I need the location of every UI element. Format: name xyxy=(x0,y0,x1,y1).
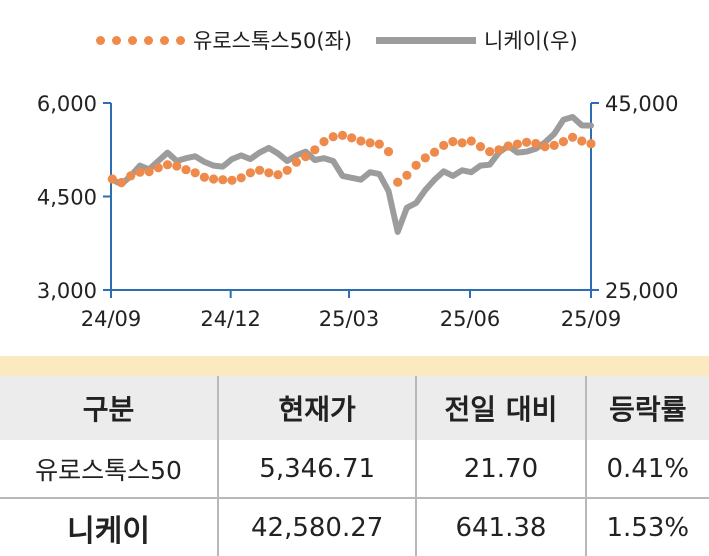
series-eurostoxx-point xyxy=(218,175,228,185)
header-price: 현재가 xyxy=(217,356,417,440)
series-eurostoxx-point xyxy=(328,132,338,142)
series-eurostoxx-point xyxy=(512,139,523,149)
series-eurostoxx-point xyxy=(245,168,255,178)
series-eurostoxx-point xyxy=(116,177,127,188)
series-eurostoxx-point xyxy=(273,170,283,180)
series-eurostoxx-point xyxy=(393,177,403,187)
series-eurostoxx-point xyxy=(374,139,384,149)
quote-table: 구분 현재가 전일 대비 등락률 유로스톡스50 5,346.71 21.70 … xyxy=(0,356,709,556)
series-eurostoxx-point xyxy=(347,133,357,143)
table-header-row: 구분 현재가 전일 대비 등락률 xyxy=(0,356,709,440)
series-eurostoxx-point xyxy=(457,138,467,148)
series-eurostoxx-point xyxy=(209,174,219,184)
row-name: 유로스톡스50 xyxy=(0,440,219,499)
legend-eurostoxx-label: 유로스톡스50(좌) xyxy=(193,29,353,53)
series-eurostoxx-point xyxy=(411,160,421,170)
series-eurostoxx-point xyxy=(531,138,541,149)
solid-line-swatch xyxy=(376,36,477,44)
series-eurostoxx-point xyxy=(255,165,265,175)
series-eurostoxx-point xyxy=(577,136,587,146)
series-eurostoxx-point xyxy=(236,173,246,183)
x-tick-label: 24/09 xyxy=(81,307,142,331)
series-eurostoxx-point xyxy=(319,137,329,147)
header-change-rate: 등락률 xyxy=(584,356,709,440)
legend-nikkei: 니케이(우) xyxy=(376,25,578,55)
header-category: 구분 xyxy=(0,356,219,440)
index-chart: 3,000 4,500 6,000 25,000 45,000 24/09 24/12 25/… xyxy=(37,92,679,331)
series-eurostoxx-point xyxy=(383,147,394,157)
chart-legend: 유로스톡스50(좌) 니케이(우) xyxy=(96,24,578,56)
series-eurostoxx-point xyxy=(153,163,163,173)
dotted-line-swatch xyxy=(96,35,185,45)
series-eurostoxx-point xyxy=(568,132,578,142)
series-eurostoxx-point xyxy=(522,137,532,147)
series-eurostoxx-point xyxy=(107,174,117,184)
table-row: 니케이 42,580.27 641.38 1.53% xyxy=(0,498,709,556)
series-eurostoxx-point xyxy=(429,147,440,157)
header-change: 전일 대비 xyxy=(415,356,586,440)
series-eurostoxx-point xyxy=(448,137,458,147)
series-eurostoxx-point xyxy=(485,147,495,157)
series-eurostoxx-point xyxy=(503,141,513,151)
row-price: 42,580.27 xyxy=(217,498,417,556)
row-change-rate: 1.53% xyxy=(584,498,709,556)
row-change-rate: 0.41% xyxy=(584,440,709,499)
series-eurostoxx-point xyxy=(356,136,366,146)
x-tick-label: 25/09 xyxy=(561,307,622,331)
legend-nikkei-label: 니케이(우) xyxy=(484,29,578,53)
series-eurostoxx-point xyxy=(144,167,154,177)
series-eurostoxx-point xyxy=(199,172,209,182)
series-eurostoxx-point xyxy=(172,161,182,171)
x-tick-label: 25/03 xyxy=(319,307,380,331)
series-eurostoxx-point xyxy=(540,142,550,152)
series-eurostoxx-point xyxy=(291,157,301,167)
series-eurostoxx-point xyxy=(402,170,412,180)
legend-eurostoxx: 유로스톡스50(좌) xyxy=(96,25,352,55)
table-row: 유로스톡스50 5,346.71 21.70 0.41% xyxy=(0,440,709,499)
series-eurostoxx-point xyxy=(365,138,375,148)
series-eurostoxx-point xyxy=(549,140,559,150)
series-eurostoxx-point xyxy=(439,140,449,150)
row-change: 21.70 xyxy=(415,440,586,499)
series-eurostoxx-point xyxy=(586,139,596,149)
y-left-tick-label: 4,500 xyxy=(37,186,97,210)
series-eurostoxx-point xyxy=(475,142,486,152)
series-eurostoxx-point xyxy=(301,152,311,162)
y-left-tick-label: 3,000 xyxy=(37,279,97,303)
series-eurostoxx-point xyxy=(126,171,136,181)
series-eurostoxx-point xyxy=(337,130,348,140)
series-eurostoxx-point xyxy=(135,167,145,177)
row-name: 니케이 xyxy=(67,513,150,549)
series-eurostoxx-point xyxy=(420,153,430,163)
y-right-tick-label: 45,000 xyxy=(605,92,678,116)
series-eurostoxx-point xyxy=(181,165,191,175)
series-eurostoxx-point xyxy=(466,136,476,146)
row-change: 641.38 xyxy=(415,498,586,556)
x-tick-label: 24/12 xyxy=(200,307,261,331)
x-tick-label: 25/06 xyxy=(440,307,501,331)
series-eurostoxx-point xyxy=(227,175,237,185)
series-eurostoxx-point xyxy=(162,160,173,170)
row-price: 5,346.71 xyxy=(217,440,417,499)
series-eurostoxx-point xyxy=(190,168,200,178)
y-left-tick-label: 6,000 xyxy=(37,92,97,116)
series-eurostoxx-point xyxy=(310,145,320,155)
series-eurostoxx-point xyxy=(282,165,292,175)
y-right-tick-label: 25,000 xyxy=(605,279,678,303)
series-eurostoxx-point xyxy=(264,168,274,178)
series-eurostoxx-point xyxy=(494,145,504,155)
series-eurostoxx-point xyxy=(558,137,569,147)
